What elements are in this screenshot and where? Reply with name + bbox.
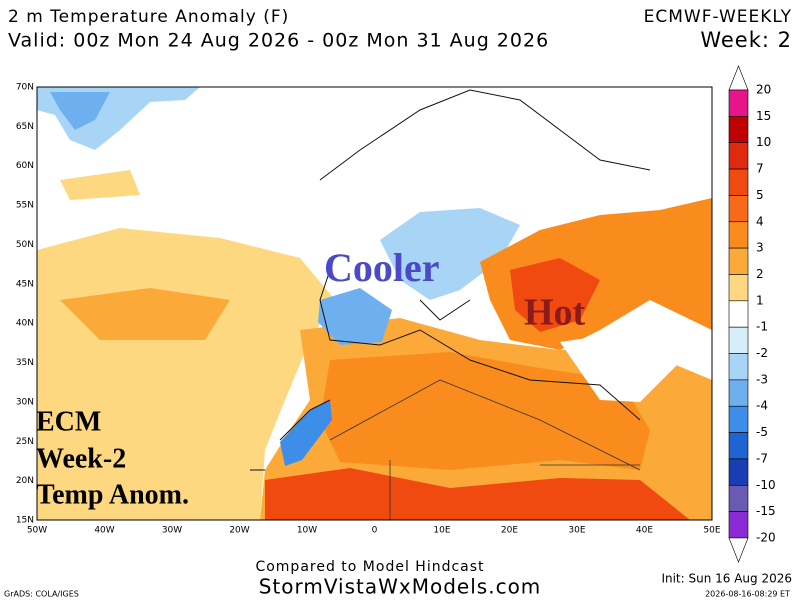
lat-label: 70N <box>16 83 34 93</box>
footer-site: StormVistaWxModels.com <box>259 575 542 599</box>
colorbar-label: 7 <box>756 162 764 176</box>
colorbar-box <box>728 326 749 354</box>
colorbar-box <box>728 247 749 275</box>
colorbar-label: 20 <box>756 83 771 97</box>
hot-area <box>510 258 600 332</box>
lat-label: 55N <box>16 201 34 211</box>
cool-area <box>318 288 392 345</box>
cool-area <box>380 208 520 300</box>
colorbar-box <box>728 168 749 196</box>
colorbar-label: -15 <box>756 504 776 518</box>
colorbar-label: 1 <box>756 293 764 307</box>
border <box>329 379 641 520</box>
lon-label: 0 <box>372 526 378 536</box>
colorbar-label: -10 <box>756 478 776 492</box>
colorbar-box <box>728 432 749 460</box>
colorbar-box <box>728 221 749 249</box>
colorbar-box <box>728 89 749 117</box>
warm-area <box>320 352 650 470</box>
colorbar-box <box>728 274 749 302</box>
lat-label: 60N <box>16 161 34 171</box>
lon-label: 40E <box>636 526 653 536</box>
cool-area <box>280 400 332 466</box>
lon-label: 50E <box>703 526 720 536</box>
lon-label: 50W <box>27 526 47 536</box>
annotation: Temp Anom. <box>36 479 189 510</box>
grads-credit: GrADS: COLA/IGES <box>4 590 79 599</box>
hot-area <box>265 468 690 520</box>
colorbar-label: 15 <box>756 109 771 123</box>
colorbar-box <box>728 300 749 328</box>
colorbar-label: 3 <box>756 241 764 255</box>
annotation: Cooler <box>324 245 440 290</box>
colorbar-box <box>728 353 749 381</box>
colorbar-box <box>728 195 749 223</box>
init-time: Init: Sun 16 Aug 2026 <box>661 572 792 586</box>
lat-label: 25N <box>16 437 34 447</box>
lat-label: 35N <box>16 358 34 368</box>
coastline <box>250 89 651 471</box>
lat-label: 20N <box>16 476 34 486</box>
lon-label: 20E <box>501 526 518 536</box>
lon-label: 30W <box>162 526 182 536</box>
lat-label: 40N <box>16 319 34 329</box>
lon-label: 30E <box>568 526 585 536</box>
colorbar-label: -2 <box>756 346 768 360</box>
colorbar-box <box>728 405 749 433</box>
valid-time: Valid: 00z Mon 24 Aug 2026 - 00z Mon 31 … <box>8 30 549 52</box>
lon-label: 10W <box>297 526 317 536</box>
lat-label: 50N <box>16 240 34 250</box>
colorbar-box <box>728 379 749 407</box>
colorbar-end <box>728 65 749 91</box>
lon-label: 20W <box>229 526 249 536</box>
colorbar-box <box>728 142 749 170</box>
model-name: ECMWF-WEEKLY <box>644 7 792 27</box>
lon-label: 40W <box>94 526 114 536</box>
colorbar-label: 10 <box>756 135 771 149</box>
map-frame <box>36 86 713 521</box>
annotation: Week-2 <box>36 443 126 474</box>
colorbar-box <box>728 116 749 144</box>
warm-area <box>60 170 140 200</box>
colorbar-label: 5 <box>756 188 764 202</box>
annotation: Hot <box>524 292 586 334</box>
colorbar-box <box>728 511 749 539</box>
colorbar-label: -4 <box>756 399 768 413</box>
colorbar-box <box>728 458 749 486</box>
lat-label: 15N <box>16 516 34 526</box>
lat-label: 65N <box>16 122 34 132</box>
colorbar-label: -20 <box>756 531 776 545</box>
colorbar-box <box>728 484 749 512</box>
colorbar-end <box>728 537 749 563</box>
cool-area <box>50 92 110 130</box>
colorbar-label: -7 <box>756 451 768 465</box>
map-field <box>37 87 712 520</box>
colorbar-label: -1 <box>756 320 768 334</box>
lat-label: 45N <box>16 279 34 289</box>
annotation: ECM <box>36 406 101 437</box>
timestamp: 2026-08-16-08:29 ET <box>705 590 790 599</box>
colorbar-label: 4 <box>756 214 764 228</box>
colorbar-label: -5 <box>756 425 768 439</box>
warm-area <box>60 288 230 340</box>
lat-label: 30N <box>16 397 34 407</box>
title: 2 m Temperature Anomaly (F) <box>8 7 289 27</box>
colorbar-label: -3 <box>756 372 768 386</box>
week-label: Week: 2 <box>700 28 792 52</box>
colorbar-label: 2 <box>756 267 764 281</box>
lon-label: 10E <box>433 526 450 536</box>
footer-note: Compared to Model Hindcast <box>255 559 484 575</box>
